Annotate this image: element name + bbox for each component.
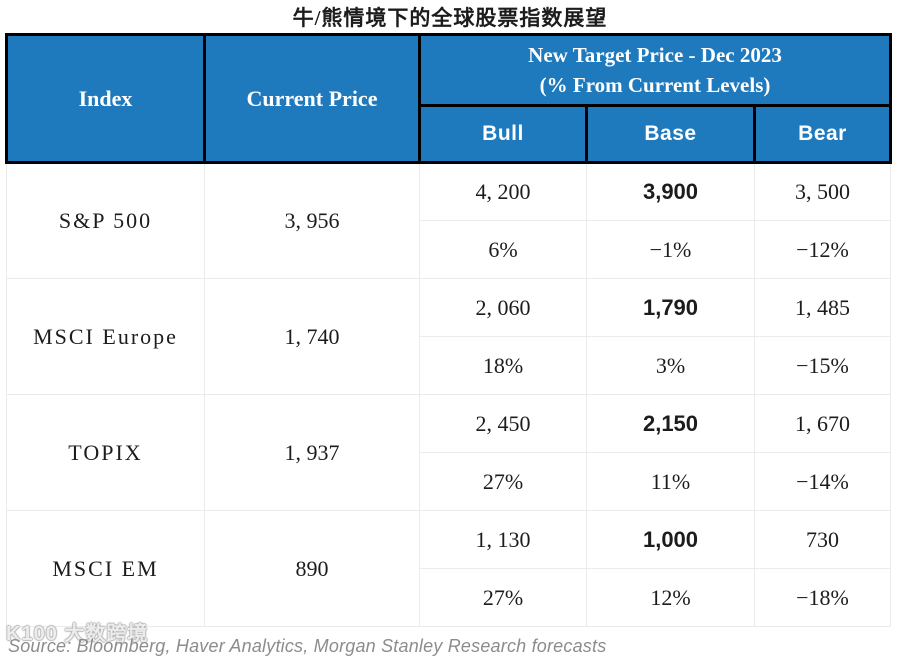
column-header-base: Base — [585, 104, 756, 164]
bull-price-msci-em: 1, 130 — [419, 510, 587, 569]
index-name-topix: TOPIX — [6, 394, 205, 511]
column-header-index: Index — [5, 33, 206, 164]
index-name-msci-em: MSCI EM — [6, 510, 205, 627]
bull-pct-sp500: 6% — [419, 220, 587, 279]
base-pct-msci-europe: 3% — [586, 336, 755, 395]
base-pct-msci-em: 12% — [586, 568, 755, 627]
base-price-topix: 2,150 — [586, 394, 755, 453]
current-price-msci-europe: 1, 740 — [204, 278, 420, 395]
bear-price-msci-europe: 1, 485 — [753, 278, 892, 337]
target-title-line2: (% From Current Levels) — [539, 73, 771, 97]
bear-price-msci-em: 730 — [753, 510, 892, 569]
bear-pct-msci-europe: −15% — [753, 336, 892, 395]
current-price-sp500: 3, 956 — [204, 162, 420, 279]
source-attribution: Source: Bloomberg, Haver Analytics, Morg… — [8, 636, 607, 656]
current-price-topix: 1, 937 — [204, 394, 420, 511]
table-title: 牛/熊情境下的全球股票指数展望 — [292, 6, 608, 30]
table-row-topix-prices: TOPIX 1, 937 2, 450 2,150 1, 670 — [6, 394, 892, 511]
base-pct-sp500: −1% — [586, 220, 755, 279]
base-price-msci-europe: 1,790 — [586, 278, 755, 337]
column-header-bull: Bull — [418, 104, 588, 164]
bear-price-topix: 1, 670 — [753, 394, 892, 453]
column-header-target-price-group: New Target Price - Dec 2023 (% From Curr… — [417, 33, 893, 107]
bear-pct-topix: −14% — [753, 452, 892, 511]
bull-pct-msci-europe: 18% — [419, 336, 587, 395]
column-header-current-price: Current Price — [203, 33, 421, 164]
table-row-msci-em-prices: MSCI EM 890 1, 130 1,000 730 — [6, 510, 892, 627]
column-header-bear: Bear — [752, 104, 893, 164]
base-price-sp500: 3,900 — [586, 162, 755, 221]
current-price-msci-em: 890 — [204, 510, 420, 627]
index-name-sp500: S&P 500 — [6, 162, 205, 279]
bull-price-topix: 2, 450 — [419, 394, 587, 453]
table-row-msci-europe-prices: MSCI Europe 1, 740 2, 060 1,790 1, 485 — [6, 278, 892, 395]
base-price-msci-em: 1,000 — [586, 510, 755, 569]
base-pct-topix: 11% — [586, 452, 755, 511]
table-row-msci-em-percents: 27% 12% −18% — [7, 568, 892, 627]
bear-pct-sp500: −12% — [753, 220, 892, 279]
bull-price-msci-europe: 2, 060 — [419, 278, 587, 337]
index-name-msci-europe: MSCI Europe — [6, 278, 205, 395]
bear-pct-msci-em: −18% — [753, 568, 892, 627]
table-row-sp500-prices: S&P 500 3, 956 4, 200 3,900 3, 500 — [6, 162, 892, 279]
bull-pct-topix: 27% — [419, 452, 587, 511]
table-row-sp500-percents: 6% −1% −12% — [7, 220, 892, 279]
index-outlook-table: Index Current Price New Target Price - D… — [5, 33, 893, 627]
bull-pct-msci-em: 27% — [419, 568, 587, 627]
bear-price-sp500: 3, 500 — [753, 162, 892, 221]
target-title-line1: New Target Price - Dec 2023 — [528, 42, 782, 67]
bull-price-sp500: 4, 200 — [419, 162, 587, 221]
